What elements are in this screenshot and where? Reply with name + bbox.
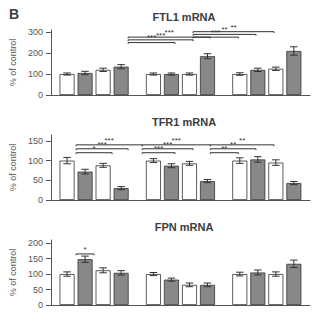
svg-text:100: 100 [28, 156, 43, 166]
svg-text:0: 0 [38, 90, 43, 100]
svg-text:FTL1 mRNA: FTL1 mRNA [153, 11, 216, 23]
svg-text:TFR1 mRNA: TFR1 mRNA [152, 116, 216, 128]
svg-text:50: 50 [33, 175, 43, 185]
svg-text:B: B [9, 6, 19, 22]
svg-text:FPN mRNA: FPN mRNA [155, 221, 214, 233]
svg-text:150: 150 [28, 136, 43, 146]
svg-text:300: 300 [28, 27, 43, 37]
svg-text:50: 50 [33, 285, 43, 295]
svg-text:150: 150 [28, 254, 43, 264]
svg-text:0: 0 [38, 195, 43, 205]
svg-text:**: ** [230, 140, 236, 149]
svg-text:% of control: % of control [8, 249, 18, 297]
svg-text:**: ** [221, 25, 227, 34]
svg-text:**: ** [230, 23, 236, 32]
svg-text:% of control: % of control [8, 144, 18, 192]
svg-text:0: 0 [38, 300, 43, 310]
svg-text:***: *** [147, 33, 156, 42]
svg-text:200: 200 [28, 238, 43, 248]
svg-text:***: *** [104, 136, 113, 145]
svg-text:100: 100 [28, 69, 43, 79]
svg-text:***: *** [165, 28, 174, 37]
svg-text:200: 200 [28, 48, 43, 58]
svg-text:*: * [84, 245, 87, 254]
svg-text:***: *** [211, 28, 220, 37]
svg-text:***: *** [172, 136, 181, 145]
svg-text:100: 100 [28, 269, 43, 279]
svg-text:% of control: % of control [8, 39, 18, 87]
svg-text:**: ** [239, 136, 245, 145]
